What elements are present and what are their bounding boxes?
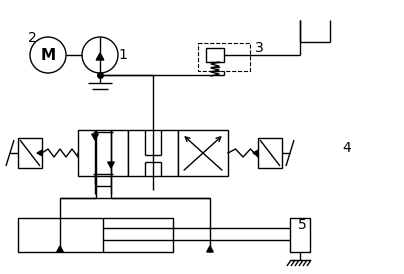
Text: 4: 4 xyxy=(342,141,351,155)
Bar xyxy=(198,43,250,71)
Bar xyxy=(18,218,173,252)
Bar xyxy=(128,130,178,176)
Bar xyxy=(78,130,128,176)
Polygon shape xyxy=(253,150,258,156)
Circle shape xyxy=(30,37,66,73)
Polygon shape xyxy=(108,162,114,168)
Polygon shape xyxy=(207,246,213,252)
Polygon shape xyxy=(96,53,104,60)
Bar xyxy=(258,138,282,168)
Bar xyxy=(290,218,310,252)
Polygon shape xyxy=(92,134,98,140)
Polygon shape xyxy=(57,246,63,252)
Bar xyxy=(18,138,42,168)
Text: 1: 1 xyxy=(118,48,127,62)
Text: M: M xyxy=(40,47,56,62)
Text: 3: 3 xyxy=(255,41,264,55)
Text: 5: 5 xyxy=(298,218,307,232)
Circle shape xyxy=(82,37,118,73)
Text: 2: 2 xyxy=(28,31,37,45)
Bar xyxy=(178,130,228,176)
Polygon shape xyxy=(37,150,42,156)
Bar xyxy=(206,48,224,62)
